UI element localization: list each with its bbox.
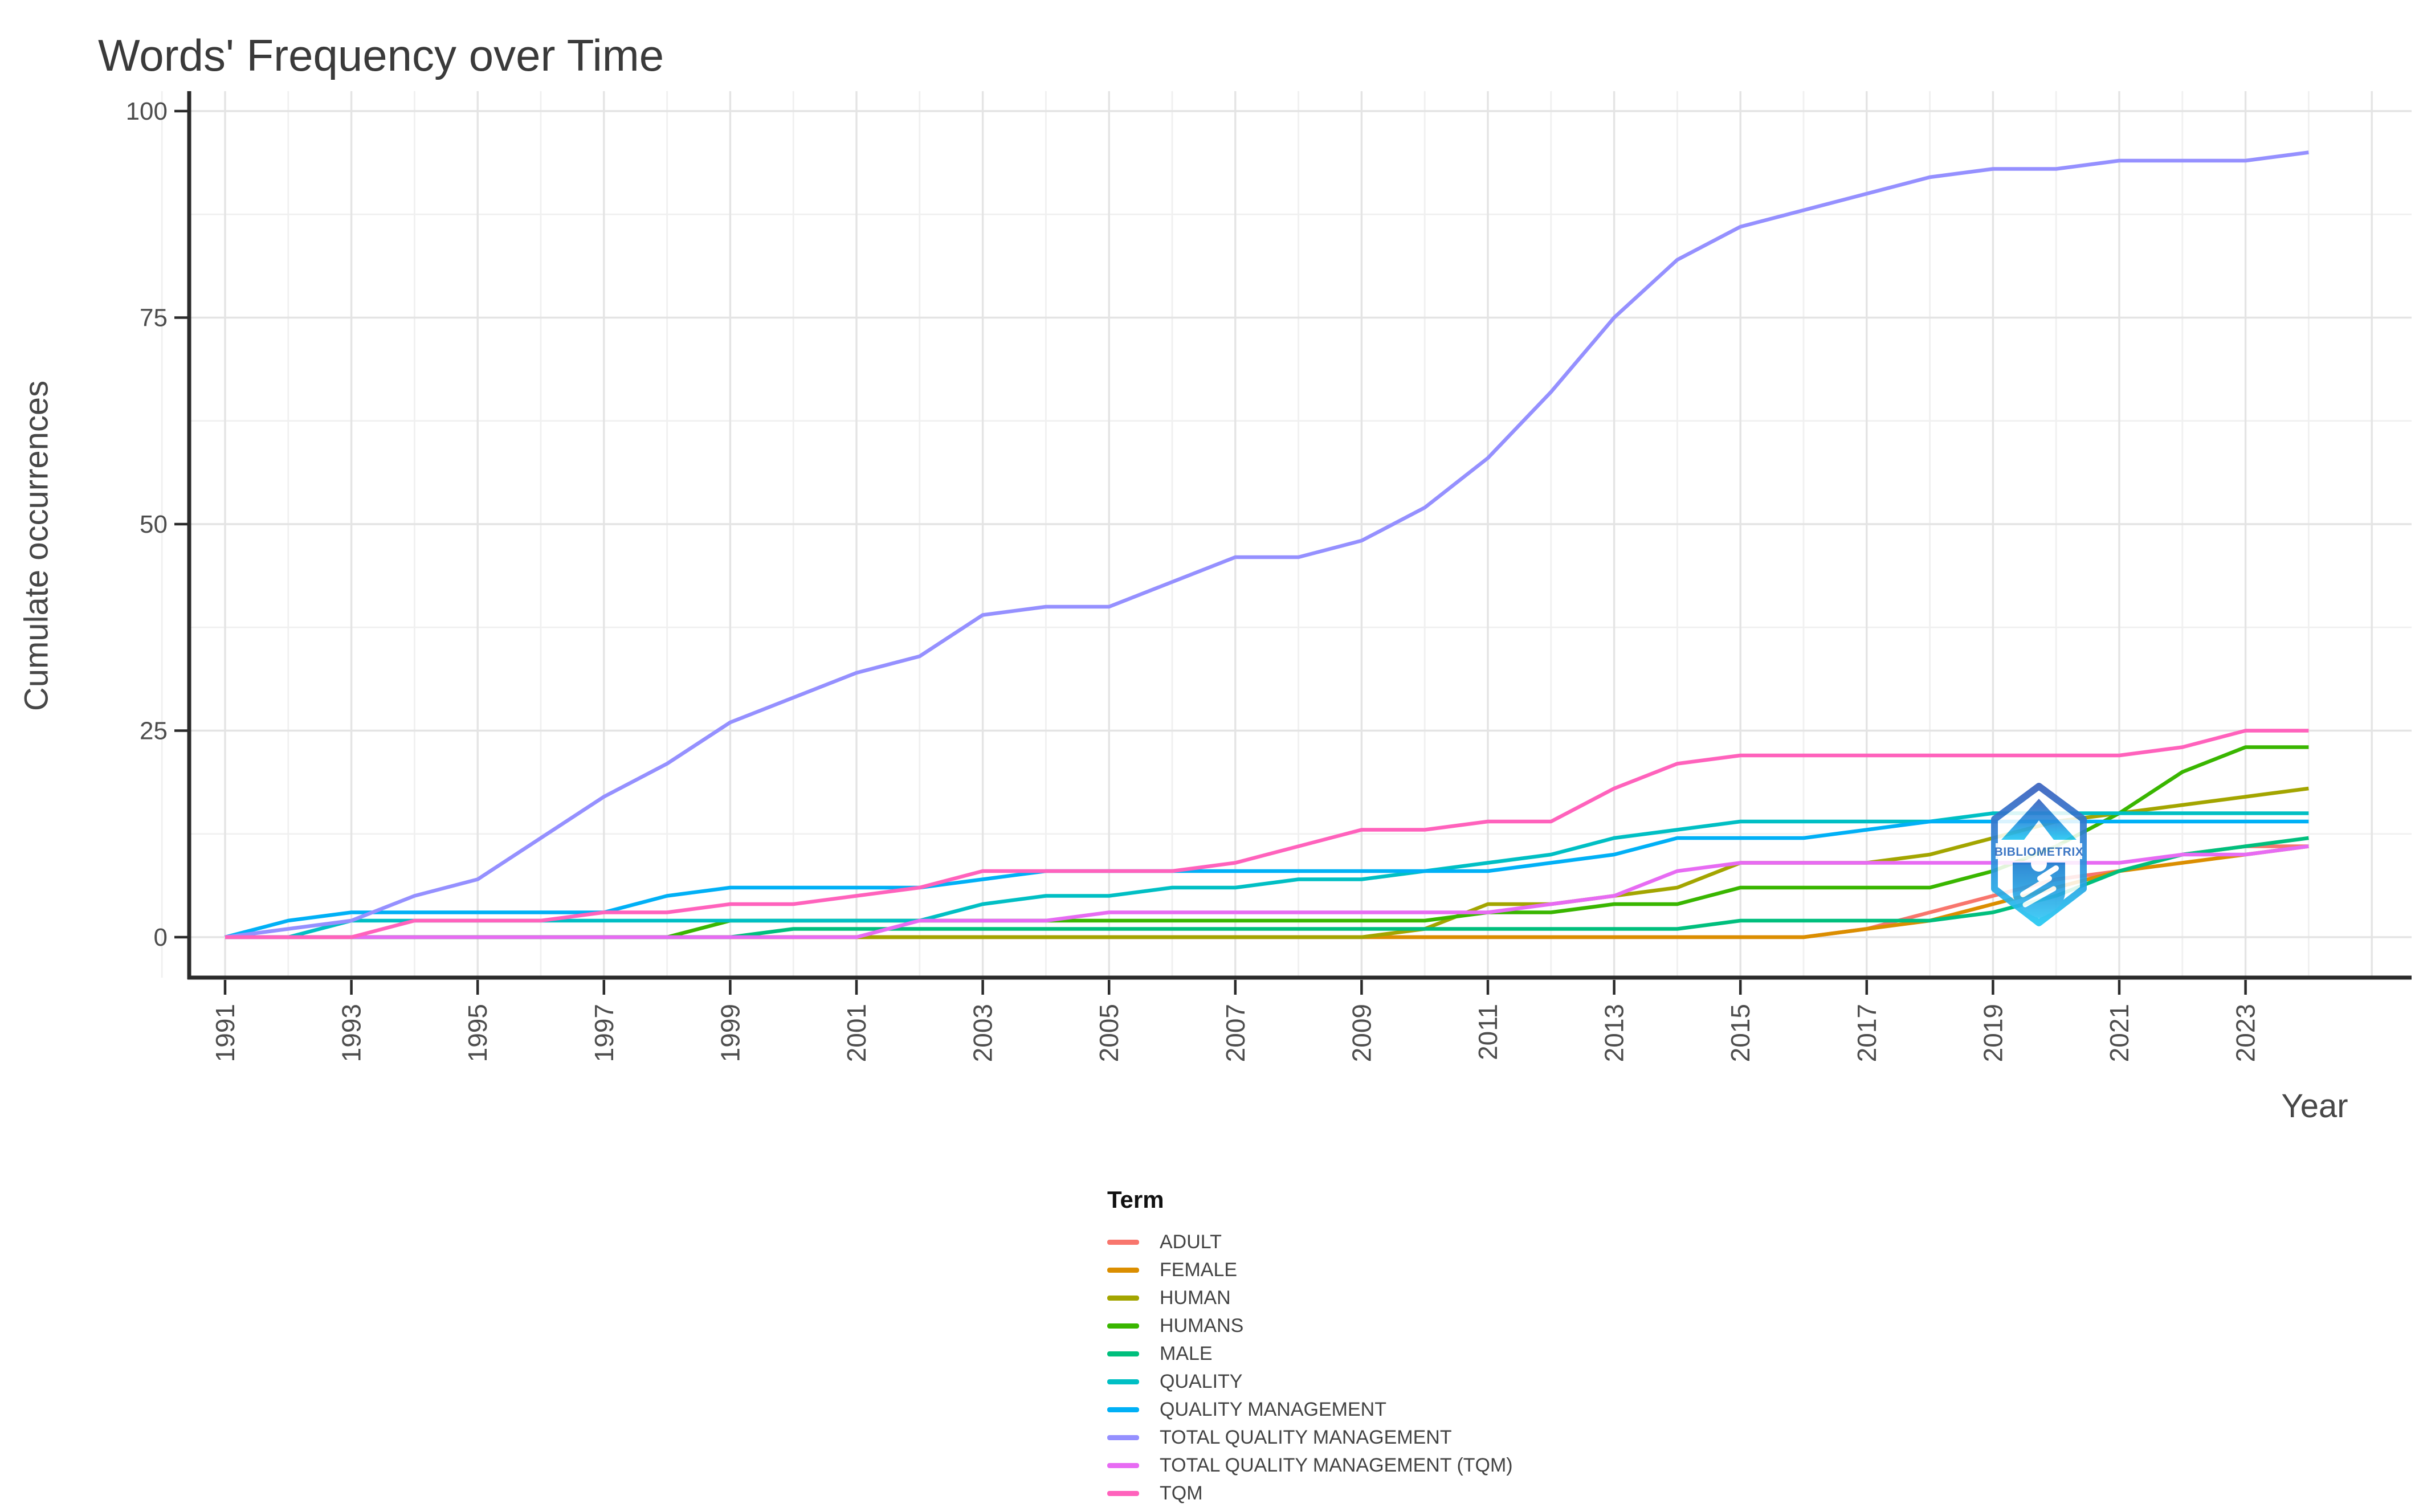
- series-line-total-quality-management-tqm-: [225, 844, 2309, 939]
- bibliometrix-logo-watermark: BIBLIOMETRIX: [1991, 783, 2087, 926]
- legend: Term ADULT FEMALE HUMAN HUMANS MALE QUALITY QU…: [1107, 1186, 1513, 1507]
- legend-item-label: MALE: [1160, 1343, 1213, 1364]
- legend-item: HUMAN: [1107, 1284, 1513, 1312]
- y-tick-label: 0: [154, 923, 168, 951]
- legend-item-label: HUMANS: [1160, 1315, 1244, 1337]
- legend-item: HUMANS: [1107, 1312, 1513, 1340]
- chart-title: Words' Frequency over Time: [98, 30, 664, 80]
- series-line-tqm: [225, 729, 2309, 939]
- series-line-total-quality-management: [225, 150, 2309, 939]
- x-tick-label: 1991: [210, 1004, 240, 1062]
- watermark-dot: [2030, 830, 2047, 847]
- x-tick-label: 2023: [2231, 1004, 2261, 1062]
- x-tick-label: 2007: [1221, 1004, 1250, 1062]
- x-tick-label: 2001: [842, 1004, 871, 1062]
- legend-item-label: QUALITY: [1160, 1371, 1243, 1392]
- legend-item: QUALITY: [1107, 1368, 1513, 1396]
- x-tick-label: 1999: [715, 1004, 745, 1062]
- watermark-bolt: [2020, 865, 2059, 897]
- series-lines: [225, 150, 2309, 939]
- y-tick-labels: 0 25 50 75 100: [126, 97, 168, 951]
- legend-swatch-line: [1107, 1435, 1139, 1440]
- legend-swatch-line: [1107, 1240, 1139, 1245]
- axis-ticks: [174, 109, 2247, 995]
- x-tick-label: 2019: [1978, 1004, 2008, 1062]
- legend-swatch-line: [1107, 1463, 1139, 1468]
- x-tick-label: 2003: [968, 1004, 998, 1062]
- x-tick-label: 1995: [463, 1004, 492, 1062]
- legend-item-label: ADULT: [1160, 1231, 1222, 1253]
- x-tick-label: 1993: [337, 1004, 366, 1062]
- legend-item-label: QUALITY MANAGEMENT: [1160, 1399, 1386, 1420]
- series-line-quality: [225, 811, 2309, 939]
- legend-item-label: TOTAL QUALITY MANAGEMENT: [1160, 1427, 1452, 1448]
- legend-item-label: FEMALE: [1160, 1259, 1238, 1281]
- watermark-text: BIBLIOMETRIX: [1994, 845, 2084, 859]
- legend-item: TOTAL QUALITY MANAGEMENT: [1107, 1424, 1513, 1452]
- legend-swatch-line: [1107, 1323, 1139, 1329]
- x-tick-label: 2009: [1347, 1004, 1376, 1062]
- series-line-quality-management: [225, 819, 2309, 939]
- watermark-mountain: [2001, 799, 2077, 840]
- x-tick-label: 2005: [1094, 1004, 1124, 1062]
- legend-item-label: HUMAN: [1160, 1287, 1231, 1309]
- legend-item-label: TOTAL QUALITY MANAGEMENT (TQM): [1160, 1454, 1513, 1476]
- y-tick-label: 50: [140, 510, 168, 538]
- legend-rows: ADULT FEMALE HUMAN HUMANS MALE QUALITY QUALITY…: [1107, 1228, 1513, 1507]
- legend-swatch-line: [1107, 1268, 1139, 1273]
- x-tick-label: 2013: [1600, 1004, 1629, 1062]
- legend-item: QUALITY MANAGEMENT: [1107, 1396, 1513, 1424]
- x-tick-label: 2021: [2104, 1004, 2134, 1062]
- axes: [187, 91, 2412, 980]
- watermark-shield-notch: [2031, 856, 2047, 872]
- legend-item: ADULT: [1107, 1228, 1513, 1256]
- x-tick-labels: 1991 1993 1995 1997 1999 2001 2003 2005 2007 2009…: [210, 1004, 2261, 1062]
- legend-item: MALE: [1107, 1340, 1513, 1368]
- watermark-bolt-2: [2022, 886, 2057, 908]
- legend-swatch-line: [1107, 1379, 1139, 1384]
- legend-swatch-line: [1107, 1407, 1139, 1412]
- y-axis-title: Cumulate occurrences: [18, 380, 55, 712]
- legend-item: FEMALE: [1107, 1256, 1513, 1284]
- legend-swatch-line: [1107, 1351, 1139, 1356]
- x-tick-label: 1997: [589, 1004, 619, 1062]
- y-tick-label: 75: [140, 304, 168, 332]
- legend-swatch-line: [1107, 1491, 1139, 1496]
- x-tick-label: 2017: [1852, 1004, 1882, 1062]
- legend-item-label: TQM: [1160, 1482, 1203, 1504]
- legend-title: Term: [1107, 1186, 1164, 1213]
- legend-swatch-line: [1107, 1296, 1139, 1301]
- gridlines-minor: [161, 91, 2412, 978]
- legend-item: TOTAL QUALITY MANAGEMENT (TQM): [1107, 1452, 1513, 1480]
- y-tick-label: 25: [140, 717, 168, 745]
- legend-item: TQM: [1107, 1480, 1513, 1507]
- y-tick-label: 100: [126, 97, 168, 125]
- x-tick-label: 2015: [1725, 1004, 1755, 1062]
- x-axis-title: Year: [2281, 1088, 2348, 1125]
- x-tick-label: 2011: [1473, 1004, 1503, 1060]
